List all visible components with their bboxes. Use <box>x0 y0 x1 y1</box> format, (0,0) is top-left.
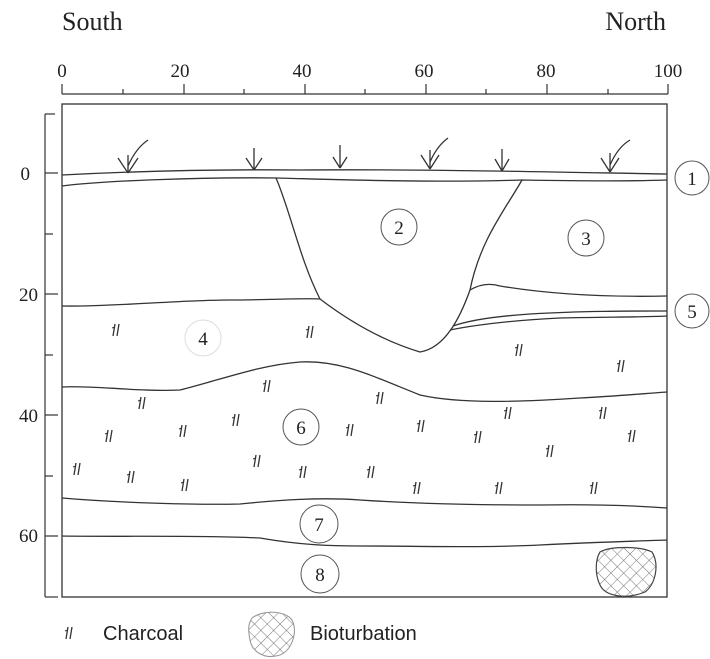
layer-label-4: 4 <box>184 319 222 357</box>
layer-label-6: 6 <box>282 408 320 446</box>
y-tick-40: 40 <box>19 406 38 427</box>
charcoal-marks <box>72 323 636 495</box>
top-axis-labels: 0 20 40 60 80 100 <box>57 61 682 82</box>
x-tick-60: 60 <box>415 61 434 82</box>
svg-text:8: 8 <box>315 565 325 586</box>
y-tick-60: 60 <box>19 526 38 547</box>
x-tick-0: 0 <box>57 61 67 82</box>
charcoal-legend-symbol <box>64 626 73 640</box>
layer-label-8: 8 <box>300 554 340 594</box>
legend-bioturbation-label: Bioturbation <box>310 623 417 645</box>
y-tick-20: 20 <box>19 285 38 306</box>
layer-boundaries <box>61 169 668 548</box>
top-axis <box>61 84 669 95</box>
svg-text:6: 6 <box>296 418 306 439</box>
vegetation-marks <box>117 137 631 174</box>
layer-label-3: 3 <box>567 219 605 257</box>
layer-label-7: 7 <box>299 504 339 544</box>
y-tick-0: 0 <box>21 164 31 185</box>
x-tick-40: 40 <box>293 61 312 82</box>
x-tick-100: 100 <box>654 61 683 82</box>
bioturbation-feature <box>595 546 657 597</box>
svg-text:3: 3 <box>581 229 591 250</box>
x-tick-80: 80 <box>537 61 556 82</box>
x-tick-20: 20 <box>171 61 190 82</box>
svg-text:5: 5 <box>687 302 697 323</box>
layer-label-5: 5 <box>674 293 710 329</box>
left-axis-labels: 0 20 40 60 <box>19 164 38 547</box>
layer-label-2: 2 <box>380 208 418 246</box>
svg-text:2: 2 <box>394 218 404 239</box>
svg-text:4: 4 <box>198 329 208 350</box>
legend-charcoal-label: Charcoal <box>103 623 183 645</box>
layer-label-1: 1 <box>674 160 710 196</box>
svg-text:7: 7 <box>314 515 324 536</box>
south-label: South <box>62 7 123 36</box>
section-frame <box>61 103 668 598</box>
legend: Charcoal Bioturbation <box>64 611 417 658</box>
svg-text:1: 1 <box>687 169 697 190</box>
left-axis <box>44 113 58 598</box>
north-label: North <box>605 7 666 36</box>
bioturbation-legend-symbol <box>248 611 295 658</box>
